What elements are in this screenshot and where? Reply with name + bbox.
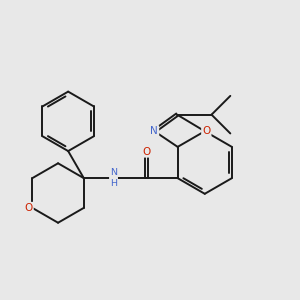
Text: N: N [150,126,158,136]
Text: O: O [202,126,210,136]
Text: O: O [142,147,151,157]
Text: N
H: N H [110,169,117,188]
Text: O: O [24,203,33,213]
